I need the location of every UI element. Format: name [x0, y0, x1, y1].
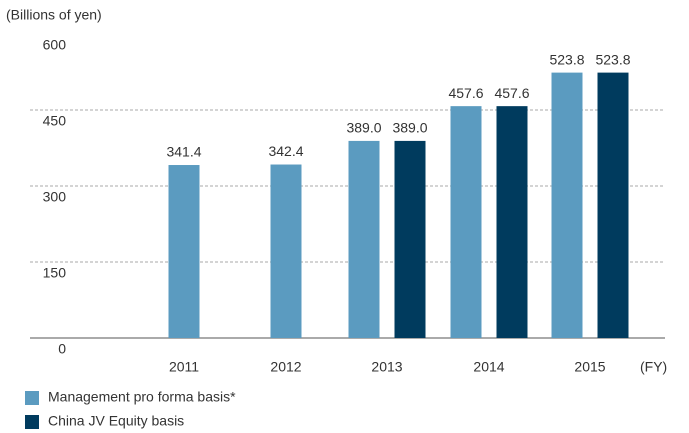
y-tick-label: 0: [58, 341, 66, 357]
value-label: 457.6: [494, 85, 529, 101]
legend-swatch: [25, 415, 39, 429]
y-axis-label: (Billions of yen): [6, 7, 102, 23]
x-tick-label: 2014: [473, 359, 504, 375]
value-label: 342.4: [268, 143, 303, 159]
bar: [394, 140, 426, 338]
x-tick-label: 2015: [574, 359, 605, 375]
bar: [450, 106, 482, 339]
value-label: 523.8: [595, 51, 630, 67]
bar: [270, 164, 302, 338]
value-label: 389.0: [392, 120, 427, 136]
x-tick-label: 2012: [270, 359, 301, 375]
bar: [597, 72, 629, 338]
x-tick-label: 2013: [371, 359, 402, 375]
value-label: 389.0: [346, 120, 381, 136]
value-label: 457.6: [448, 85, 483, 101]
legend-swatch: [25, 391, 39, 405]
x-tick-label: 2011: [169, 359, 199, 375]
x-axis-label: (FY): [640, 359, 667, 375]
value-label: 341.4: [166, 144, 201, 160]
y-tick-label: 300: [43, 189, 67, 205]
value-label: 523.8: [549, 51, 584, 67]
bar: [348, 140, 380, 338]
y-tick-label: 600: [43, 37, 67, 53]
y-tick-label: 150: [43, 265, 67, 281]
bar: [551, 72, 583, 338]
y-tick-label: 450: [43, 113, 67, 129]
legend-label: Management pro forma basis*: [48, 389, 236, 405]
bar: [168, 165, 200, 338]
bar: [496, 106, 528, 339]
legend-label: China JV Equity basis: [48, 413, 184, 429]
